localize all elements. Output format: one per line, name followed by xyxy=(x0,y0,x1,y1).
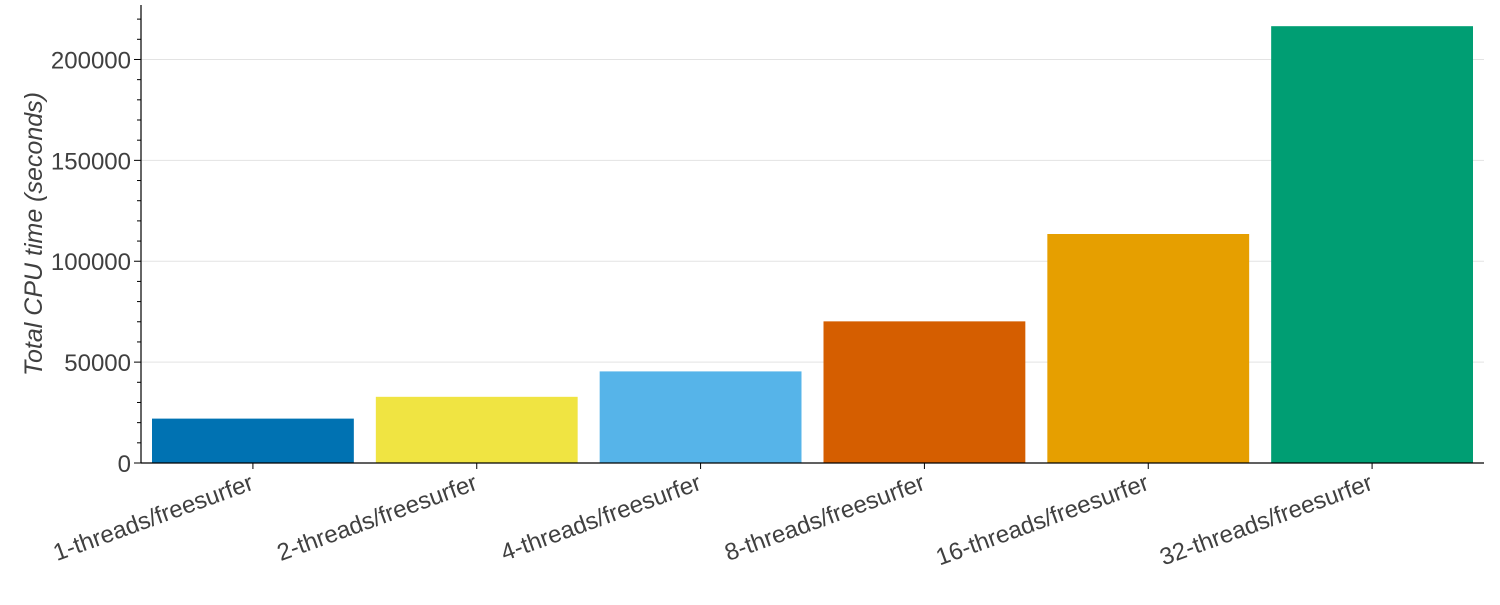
axes xyxy=(140,5,1484,464)
bar-1 xyxy=(152,418,354,463)
x-ticks: 1-threads/freesurfer 2-threads/freesurfer… xyxy=(50,463,1376,571)
bar-2 xyxy=(375,396,578,463)
y-axis-title: Total CPU time (seconds) xyxy=(20,92,48,376)
bar-5 xyxy=(1047,234,1250,463)
x-tick-label: 2-threads/freesurfer xyxy=(274,469,481,566)
bar-4 xyxy=(823,321,1026,463)
y-tick-label: 0 xyxy=(118,451,131,478)
x-tick-label: 4-threads/freesurfer xyxy=(497,469,704,566)
y-tick-label: 50000 xyxy=(64,350,131,377)
y-tick-label: 200000 xyxy=(51,47,131,74)
y-ticks: 0 50000 100000 150000 200000 xyxy=(51,18,141,478)
x-tick-label: 32-threads/freesurfer xyxy=(1156,469,1376,571)
y-tick-label: 100000 xyxy=(51,249,131,276)
x-tick-label: 8-threads/freesurfer xyxy=(721,469,928,566)
bars xyxy=(152,26,1473,463)
bar-3 xyxy=(599,371,802,463)
gridlines xyxy=(141,58,1484,363)
y-tick-label: 150000 xyxy=(51,148,131,175)
x-tick-label: 16-threads/freesurfer xyxy=(932,469,1152,571)
bar-6 xyxy=(1271,26,1473,463)
x-tick-label: 1-threads/freesurfer xyxy=(50,469,257,566)
